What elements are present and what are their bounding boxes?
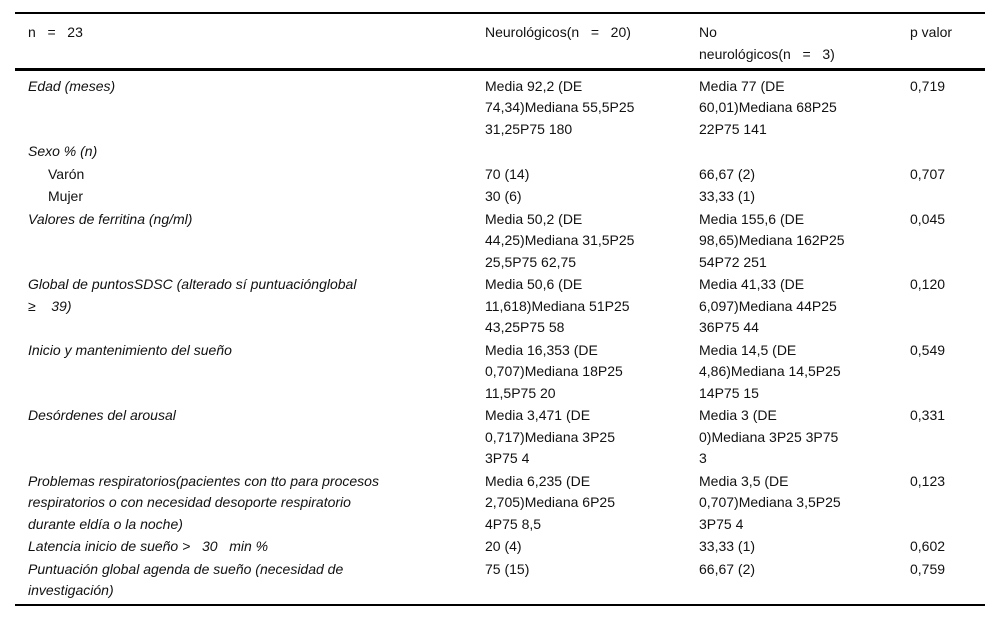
row-label: Global de puntosSDSC (alterado sí puntua… bbox=[28, 276, 357, 314]
cell-neurologicos: Media 6,235 (DE 2,705)Mediana 6P25 4P75 … bbox=[485, 472, 615, 532]
cell-no-neurologicos: 33,33 (1) bbox=[699, 538, 756, 554]
cell-no-neurologicos: 33,33 (1) bbox=[699, 188, 756, 204]
cell-p-valor: 0,045 bbox=[910, 210, 946, 227]
cell-no-neurologicos: Media 3,5 (DE 0,707)Mediana 3,5P25 3P75 … bbox=[699, 472, 841, 532]
table-row: Global de puntosSDSC (alterado sí puntua… bbox=[15, 274, 985, 340]
header-no-neurologicos: No neurológicos(n = 3) bbox=[699, 24, 835, 62]
comparison-table: n = 23 Neurológicos(n = 20) No neurológi… bbox=[15, 12, 985, 606]
cell-no-neurologicos: Media 14,5 (DE 4,86)Mediana 14,5P25 14P7… bbox=[699, 341, 841, 401]
table-row: Mujer 30 (6) 33,33 (1) bbox=[15, 186, 985, 209]
table-row: Desórdenes del arousal Media 3,471 (DE 0,… bbox=[15, 405, 985, 471]
cell-no-neurologicos: Media 155,6 (DE 98,65)Mediana 162P25 54P… bbox=[699, 210, 845, 270]
cell-neurologicos: Media 50,2 (DE 44,25)Mediana 31,5P25 25,… bbox=[485, 210, 635, 270]
cell-neurologicos: 75 (15) bbox=[485, 560, 530, 577]
row-label: Varón bbox=[48, 165, 85, 182]
header-p-valor: p valor bbox=[910, 24, 953, 40]
cell-no-neurologicos: Media 3 (DE 0)Mediana 3P25 3P75 3 bbox=[699, 407, 839, 466]
cell-neurologicos: Media 50,6 (DE 11,618)Mediana 51P25 43,2… bbox=[485, 276, 630, 335]
cell-no-neurologicos: Media 41,33 (DE 6,097)Mediana 44P25 36P7… bbox=[699, 276, 837, 335]
cell-p-valor: 0,120 bbox=[910, 276, 946, 292]
table-row: Sexo % (n) bbox=[15, 141, 985, 164]
table-row: Varón 70 (14) 66,67 (2) 0,707 bbox=[15, 163, 985, 186]
cell-neurologicos bbox=[485, 141, 699, 163]
row-label: Edad (meses) bbox=[28, 77, 116, 94]
header-neurologicos: Neurológicos(n = 20) bbox=[485, 24, 631, 40]
cell-p-valor: 0,719 bbox=[910, 77, 946, 94]
row-label: Sexo % (n) bbox=[28, 143, 98, 159]
cell-p-valor: 0,123 bbox=[910, 472, 946, 489]
cell-neurologicos: Media 92,2 (DE 74,34)Mediana 55,5P25 31,… bbox=[485, 77, 635, 137]
cell-neurologicos: Media 3,471 (DE 0,717)Mediana 3P25 3P75 … bbox=[485, 407, 615, 466]
cell-neurologicos: Media 16,353 (DE 0,707)Mediana 18P25 11,… bbox=[485, 341, 623, 401]
table-row: Valores de ferritina (ng/ml) Media 50,2 (… bbox=[15, 208, 985, 274]
table-row: Latencia inicio de sueño > 30 min % 20 (4… bbox=[15, 536, 985, 559]
table-row: Inicio y mantenimiento del sueño Media 16… bbox=[15, 339, 985, 405]
row-label: Latencia inicio de sueño > 30 min % bbox=[28, 538, 269, 554]
cell-no-neurologicos bbox=[699, 141, 910, 163]
row-label: Desórdenes del arousal bbox=[28, 407, 176, 423]
header-n-total: n = 23 bbox=[28, 24, 83, 40]
cell-neurologicos: 20 (4) bbox=[485, 538, 522, 554]
row-label: Puntuación global agenda de sueño (neces… bbox=[28, 560, 344, 599]
cell-p-valor: 0,331 bbox=[910, 407, 946, 423]
table-body: Edad (meses) Media 92,2 (DE 74,34)Mediana… bbox=[15, 71, 985, 606]
table-row: Problemas respiratorios(pacientes con tt… bbox=[15, 470, 985, 536]
cell-p-valor: 0,549 bbox=[910, 341, 946, 358]
cell-neurologicos: 30 (6) bbox=[485, 188, 522, 204]
row-label: Mujer bbox=[48, 188, 84, 204]
cell-no-neurologicos: Media 77 (DE 60,01)Mediana 68P25 22P75 1… bbox=[699, 77, 837, 137]
cell-no-neurologicos: 66,67 (2) bbox=[699, 165, 756, 182]
cell-p-valor: 0,602 bbox=[910, 538, 946, 554]
row-label: Valores de ferritina (ng/ml) bbox=[28, 210, 193, 227]
cell-no-neurologicos: 66,67 (2) bbox=[699, 560, 756, 577]
table-header-row: n = 23 Neurológicos(n = 20) No neurológi… bbox=[15, 14, 985, 71]
row-label: Inicio y mantenimiento del sueño bbox=[28, 341, 232, 358]
cell-p-valor bbox=[910, 186, 985, 208]
row-label: Problemas respiratorios(pacientes con tt… bbox=[28, 472, 379, 532]
table-row: Edad (meses) Media 92,2 (DE 74,34)Mediana… bbox=[15, 75, 985, 141]
cell-p-valor: 0,759 bbox=[910, 560, 946, 577]
cell-neurologicos: 70 (14) bbox=[485, 165, 530, 182]
table-row: Puntuación global agenda de sueño (neces… bbox=[15, 558, 985, 602]
cell-p-valor: 0,707 bbox=[910, 165, 946, 182]
cell-p-valor bbox=[910, 141, 985, 163]
